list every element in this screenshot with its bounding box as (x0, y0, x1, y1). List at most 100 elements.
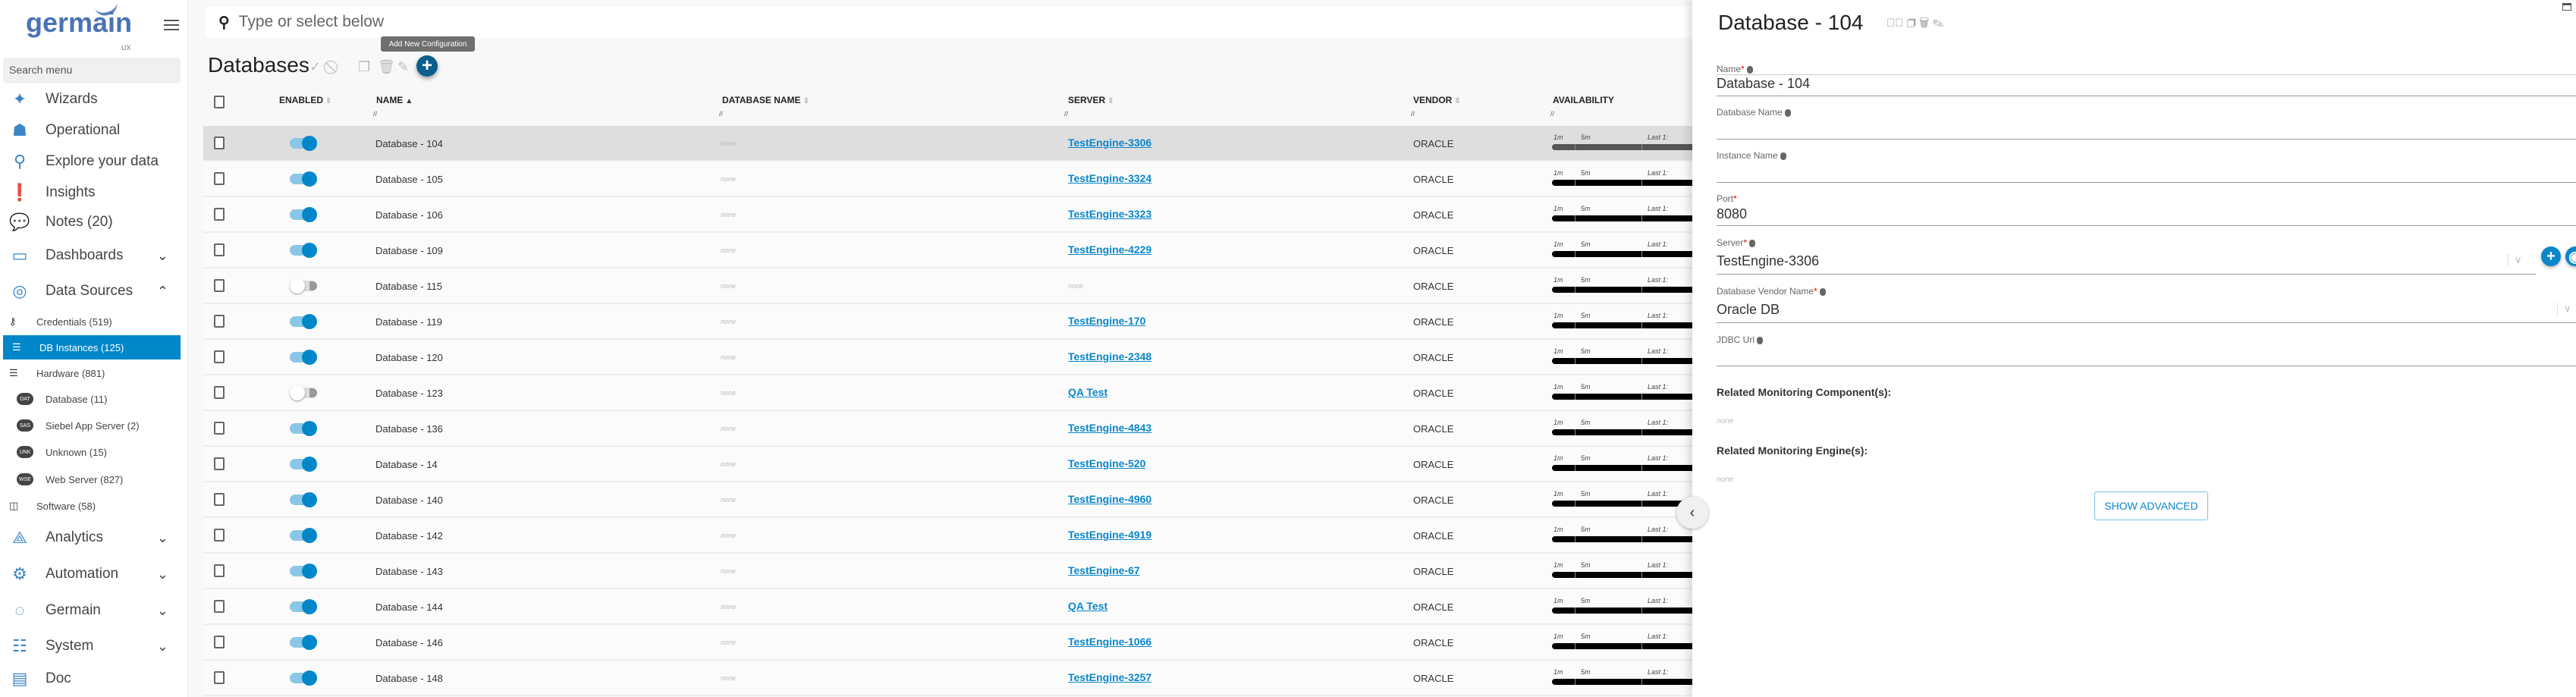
column-resize-handle[interactable]: // (719, 110, 724, 118)
chevron-down-icon[interactable]: ∨ (2557, 303, 2571, 315)
jdbc-url-field[interactable] (1717, 347, 2551, 364)
column-resize-handle[interactable]: // (1550, 110, 1555, 118)
row-server-link[interactable]: TestEngine-3306 (1068, 137, 1152, 149)
nav-data-sources[interactable]: ◎ Data Sources ⌃ (0, 278, 182, 304)
table-row[interactable]: Database - 104 none TestEngine-3306 ORACLE 1… (203, 126, 1780, 162)
vendor-select[interactable]: Oracle DB (1717, 302, 1780, 317)
chevron-down-icon[interactable]: ⌄ (156, 602, 168, 618)
edit-icon[interactable]: ✎ (397, 59, 410, 74)
table-row[interactable]: Database - 115 none none ORACLE 1m 5m Last 1: (203, 268, 1780, 304)
hamburger-menu-icon[interactable] (164, 20, 179, 30)
collapse-panel-button[interactable]: ‹ (1676, 497, 1708, 529)
database-name-field[interactable] (1717, 120, 2551, 137)
name-field[interactable]: Database - 104 (1717, 76, 1811, 91)
table-row[interactable]: Database - 148 none TestEngine-3257 ORACLE 1… (203, 661, 1780, 696)
nav-hw-siebel[interactable]: SAS Siebel App Server (2) (17, 414, 140, 437)
row-checkbox[interactable] (214, 529, 225, 542)
add-server-button[interactable]: + (2541, 246, 2561, 266)
enabled-toggle[interactable] (290, 421, 317, 436)
row-server-link[interactable]: TestEngine-3257 (1068, 671, 1152, 683)
enabled-toggle[interactable] (290, 350, 317, 365)
table-row[interactable]: Database - 140 none TestEngine-4960 ORACLE 1… (203, 482, 1780, 518)
col-server[interactable]: SERVER ⇕ (1068, 95, 1114, 105)
chevron-down-icon[interactable]: ⌄ (156, 529, 168, 545)
nav-db-instances[interactable]: ☰ DB Instances (125) (3, 335, 181, 359)
table-row[interactable]: Database - 14 none TestEngine-520 ORACLE 1m 5… (203, 447, 1780, 482)
copy-icon[interactable]: ❐ (1906, 17, 1919, 30)
enabled-toggle[interactable] (290, 564, 317, 579)
maximize-icon[interactable] (2562, 3, 2571, 11)
trash-icon[interactable]: 🗑 (378, 59, 395, 74)
nav-doc[interactable]: ▤ Doc (0, 667, 182, 690)
row-checkbox[interactable] (214, 457, 225, 470)
row-checkbox[interactable] (214, 493, 225, 506)
chevron-down-icon[interactable]: ⌄ (156, 566, 168, 582)
enabled-toggle[interactable] (290, 457, 317, 472)
port-field[interactable]: 8080 (1717, 206, 1748, 221)
enabled-toggle[interactable] (290, 670, 317, 686)
row-server-link[interactable]: TestEngine-520 (1068, 457, 1146, 469)
show-advanced-button[interactable]: SHOW ADVANCED (2094, 491, 2208, 520)
instance-name-field[interactable] (1717, 163, 2551, 180)
view-server-button[interactable]: ◉ (2565, 246, 2576, 266)
enabled-toggle[interactable] (290, 136, 317, 151)
table-row[interactable]: Database - 144 none QA Test ORACLE 1m 5m Last … (203, 589, 1780, 625)
enabled-toggle[interactable] (290, 171, 317, 187)
enabled-toggle[interactable] (290, 635, 317, 650)
row-server-link[interactable]: QA Test (1068, 600, 1108, 612)
nav-explore[interactable]: ⚲ Explore your data (0, 150, 182, 173)
table-row[interactable]: Database - 123 none QA Test ORACLE 1m 5m Last … (203, 375, 1780, 411)
row-server-link[interactable]: TestEngine-4960 (1068, 493, 1152, 505)
trash-icon[interactable]: 🗑 (1918, 17, 1933, 30)
row-server-link[interactable]: TestEngine-3323 (1068, 208, 1152, 220)
row-checkbox[interactable] (214, 386, 225, 399)
add-configuration-button[interactable]: + (416, 55, 438, 77)
nav-operational[interactable]: ☗ Operational (0, 119, 182, 142)
table-row[interactable]: Database - 106 none TestEngine-3323 ORACLE 1… (203, 197, 1780, 233)
column-resize-handle[interactable]: // (1064, 110, 1069, 118)
table-row[interactable]: Database - 143 none TestEngine-67 ORACLE 1m 5… (203, 554, 1780, 589)
enabled-toggle[interactable] (290, 492, 317, 507)
row-checkbox[interactable] (214, 350, 225, 363)
row-server-link[interactable]: TestEngine-170 (1068, 315, 1146, 327)
nav-hw-unknown[interactable]: UNK Unknown (15) (17, 441, 107, 463)
row-checkbox[interactable] (214, 243, 225, 256)
nav-dashboards[interactable]: ▭ Dashboards ⌄ (0, 243, 182, 268)
save-icon[interactable]: 🖫 (1886, 17, 1907, 30)
nav-germain[interactable]: ◌ Germain ⌄ (0, 598, 182, 623)
row-checkbox[interactable] (214, 172, 225, 185)
row-checkbox[interactable] (214, 564, 225, 577)
chevron-down-icon[interactable]: ∨ (2508, 254, 2522, 266)
enabled-toggle[interactable] (290, 599, 317, 614)
nav-insights[interactable]: ❗ Insights (0, 181, 182, 204)
row-server-link[interactable]: TestEngine-4229 (1068, 243, 1152, 256)
row-checkbox[interactable] (214, 600, 225, 613)
nav-system[interactable]: ☷ System ⌄ (0, 633, 182, 659)
row-server-link[interactable]: TestEngine-4919 (1068, 529, 1152, 541)
server-select[interactable]: TestEngine-3306 (1717, 253, 1820, 268)
table-row[interactable]: Database - 146 none TestEngine-1066 ORACLE 1… (203, 625, 1780, 661)
enabled-toggle[interactable] (290, 278, 317, 294)
enable-icon[interactable]: ✓ (309, 59, 322, 74)
enabled-toggle[interactable] (290, 314, 317, 329)
row-checkbox[interactable] (214, 208, 225, 221)
edit-icon[interactable]: ✎ (1932, 17, 1947, 30)
row-checkbox[interactable] (214, 315, 225, 328)
row-checkbox[interactable] (214, 422, 225, 435)
col-name[interactable]: NAME ▲ (376, 95, 413, 105)
nav-hw-database[interactable]: DAT Database (11) (17, 388, 107, 410)
col-database-name[interactable]: DATABASE NAME ⇕ (722, 95, 809, 105)
enabled-toggle[interactable] (290, 385, 317, 400)
nav-hw-web-server[interactable]: WSE Web Server (827) (17, 468, 123, 491)
nav-credentials[interactable]: ⚷ Credentials (519) (0, 309, 182, 334)
col-enabled[interactable]: ENABLED ⇕ (279, 95, 331, 105)
column-resize-handle[interactable]: // (373, 110, 378, 118)
row-checkbox[interactable] (214, 279, 225, 292)
table-row[interactable]: Database - 142 none TestEngine-4919 ORACLE 1… (203, 518, 1780, 554)
col-vendor[interactable]: VENDOR ⇕ (1413, 95, 1461, 105)
table-row[interactable]: Database - 105 none TestEngine-3324 ORACLE 1… (203, 162, 1780, 197)
search-menu-input[interactable]: Search menu (3, 58, 181, 83)
table-row[interactable]: Database - 119 none TestEngine-170 ORACLE 1m… (203, 304, 1780, 340)
row-server-link[interactable]: TestEngine-2348 (1068, 350, 1152, 363)
nav-notes[interactable]: 💬 Notes (20) (0, 211, 182, 234)
